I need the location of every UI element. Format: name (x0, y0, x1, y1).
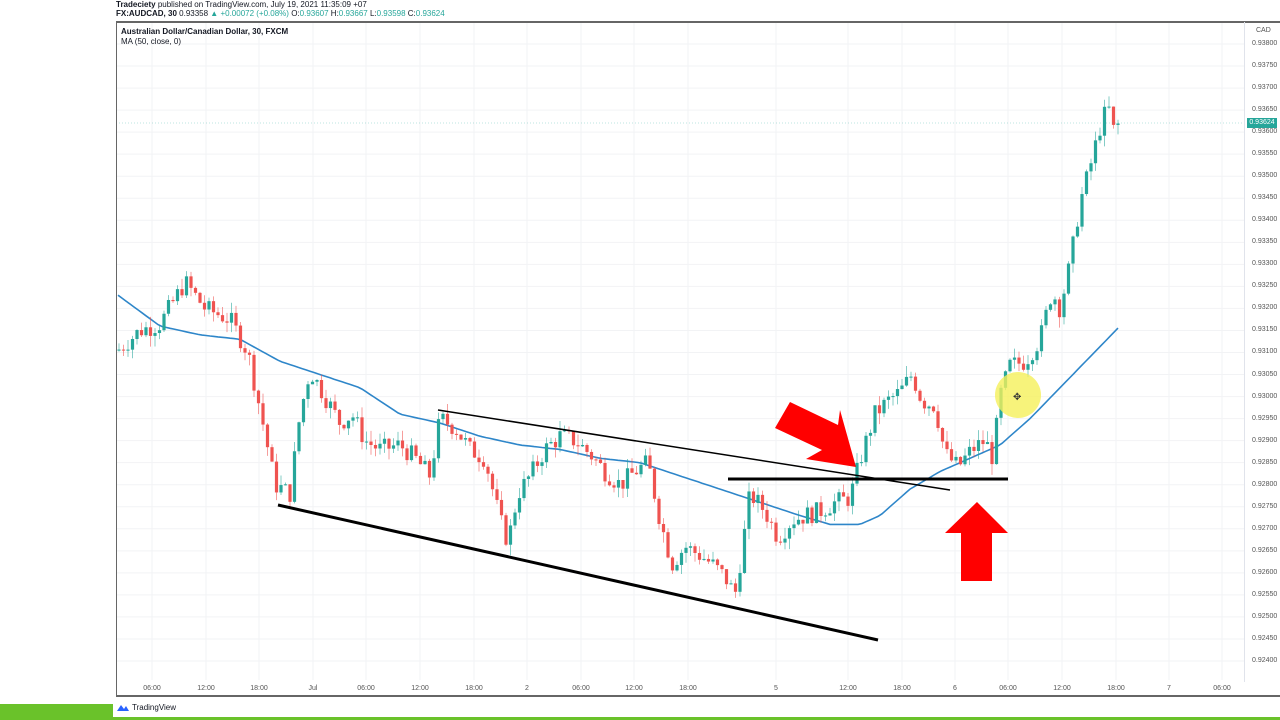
time-axis-label: 18:00 (1107, 685, 1125, 692)
time-axis-label: Jul (308, 685, 318, 692)
time-axis-label: 7 (1167, 685, 1171, 692)
price-axis-label: 0.92900 (1252, 436, 1278, 444)
time-axis-label: 12:00 (839, 685, 857, 692)
price-axis-label: 0.93800 (1252, 40, 1278, 47)
symbol-info: FX:AUDCAD, 30 0.93358 ▲ +0.00072 (+0.08%… (116, 9, 445, 18)
price-axis-label: 0.92400 (1252, 656, 1278, 664)
price-axis-label: 0.93700 (1252, 84, 1278, 92)
price-axis-label: 0.93400 (1252, 216, 1278, 224)
tradingview-logo-icon (117, 705, 129, 711)
high-label: H: (330, 9, 339, 18)
tradingview-brand: TradingView (132, 703, 177, 712)
open-value: 0.93607 (299, 9, 329, 18)
time-axis-label: 5 (774, 685, 778, 692)
indicator-legend[interactable]: MA (50, close, 0) (121, 37, 182, 46)
time-axis-label: 18:00 (250, 685, 268, 692)
price-axis-label: 0.93200 (1252, 304, 1278, 312)
close-label: C: (407, 9, 416, 18)
price-axis-label: 0.92500 (1252, 612, 1278, 620)
arrow-down-right-icon (775, 402, 856, 467)
time-axis-label: 06:00 (1213, 685, 1231, 692)
price-axis-label: 0.93050 (1252, 370, 1278, 378)
price-axis-label: 0.93750 (1252, 62, 1278, 70)
open-label: O: (291, 9, 300, 18)
price-axis-label: 0.92650 (1252, 546, 1278, 554)
price-axis-label: 0.92950 (1252, 414, 1278, 422)
time-axis-label: 18:00 (465, 685, 483, 692)
price-axis-label: 0.93450 (1252, 194, 1278, 202)
symbol-label: FX:AUDCAD, 30 (116, 9, 177, 18)
price-axis-label: 0.93550 (1252, 150, 1278, 158)
chart-frame (116, 21, 1280, 697)
footer-green-line (113, 717, 1280, 720)
price-axis-label: 0.92450 (1252, 634, 1278, 642)
price-axis-label: 0.93100 (1252, 348, 1278, 356)
chart-legend-title[interactable]: Australian Dollar/Canadian Dollar, 30, F… (121, 27, 289, 36)
publisher-name: Tradeciety (116, 0, 156, 9)
time-axis-label: 2 (525, 685, 529, 692)
price-axis[interactable] (1244, 22, 1280, 682)
cursor-highlight-icon (995, 372, 1041, 418)
price-axis-label: 0.92550 (1252, 590, 1278, 598)
time-axis-label: 06:00 (143, 685, 161, 692)
time-axis-label: 12:00 (411, 685, 429, 692)
time-axis-label: 6 (953, 685, 957, 692)
price-change: +0.00072 (+0.08%) (220, 9, 289, 18)
price-axis-label: 0.92600 (1252, 568, 1278, 576)
time-axis-label: 06:00 (999, 685, 1017, 692)
close-value: 0.93624 (415, 9, 445, 18)
price-axis-label: 0.93150 (1252, 326, 1278, 334)
price-axis-label: 0.93300 (1252, 260, 1278, 268)
price-axis-label: 0.92800 (1252, 480, 1278, 488)
time-axis-label: 06:00 (572, 685, 590, 692)
tradingview-logo[interactable]: TradingView (116, 703, 176, 712)
price-axis-label: 0.92850 (1252, 458, 1278, 466)
currency-label: CAD (1256, 27, 1271, 34)
current-price-badge: 0.93624 (1247, 118, 1277, 128)
time-axis-label: 12:00 (1053, 685, 1071, 692)
publish-details: published on TradingView.com, July 19, 2… (157, 0, 367, 9)
time-axis-label: 18:00 (893, 685, 911, 692)
moving-average-line (117, 294, 1119, 526)
time-axis-label: 06:00 (357, 685, 375, 692)
footer-green-bar (0, 704, 113, 720)
price-axis-label: 0.92750 (1252, 502, 1278, 510)
publish-info: Tradeciety published on TradingView.com,… (116, 0, 367, 9)
arrow-up-icon (945, 502, 1008, 581)
lower-channel-trendline[interactable] (277, 503, 879, 642)
price-axis-label: 0.93000 (1252, 392, 1278, 400)
time-axis-label: 12:00 (197, 685, 215, 692)
candlestick-series (117, 96, 1120, 598)
price-axis-label: 0.93600 (1252, 128, 1278, 136)
price-axis-label: 0.92700 (1252, 524, 1278, 532)
price-axis-label: 0.93500 (1252, 172, 1278, 180)
low-label: L: (369, 9, 377, 18)
last-price: 0.93358 (179, 9, 209, 18)
price-axis-label: 0.93250 (1252, 282, 1278, 290)
price-axis-label: 0.93350 (1252, 238, 1278, 246)
low-value: 0.93598 (376, 9, 406, 18)
up-triangle-icon: ▲ (210, 9, 219, 18)
cursor-icon: ✥ (1013, 392, 1021, 403)
drawing-annotations: ✥ (277, 372, 1041, 642)
price-axis-label: 0.93650 (1252, 106, 1278, 114)
time-axis-label: 18:00 (679, 685, 697, 692)
high-value: 0.93667 (338, 9, 368, 18)
time-axis-label: 12:00 (625, 685, 643, 692)
upper-channel-trendline[interactable] (437, 409, 951, 491)
chart-grid (117, 23, 1244, 680)
